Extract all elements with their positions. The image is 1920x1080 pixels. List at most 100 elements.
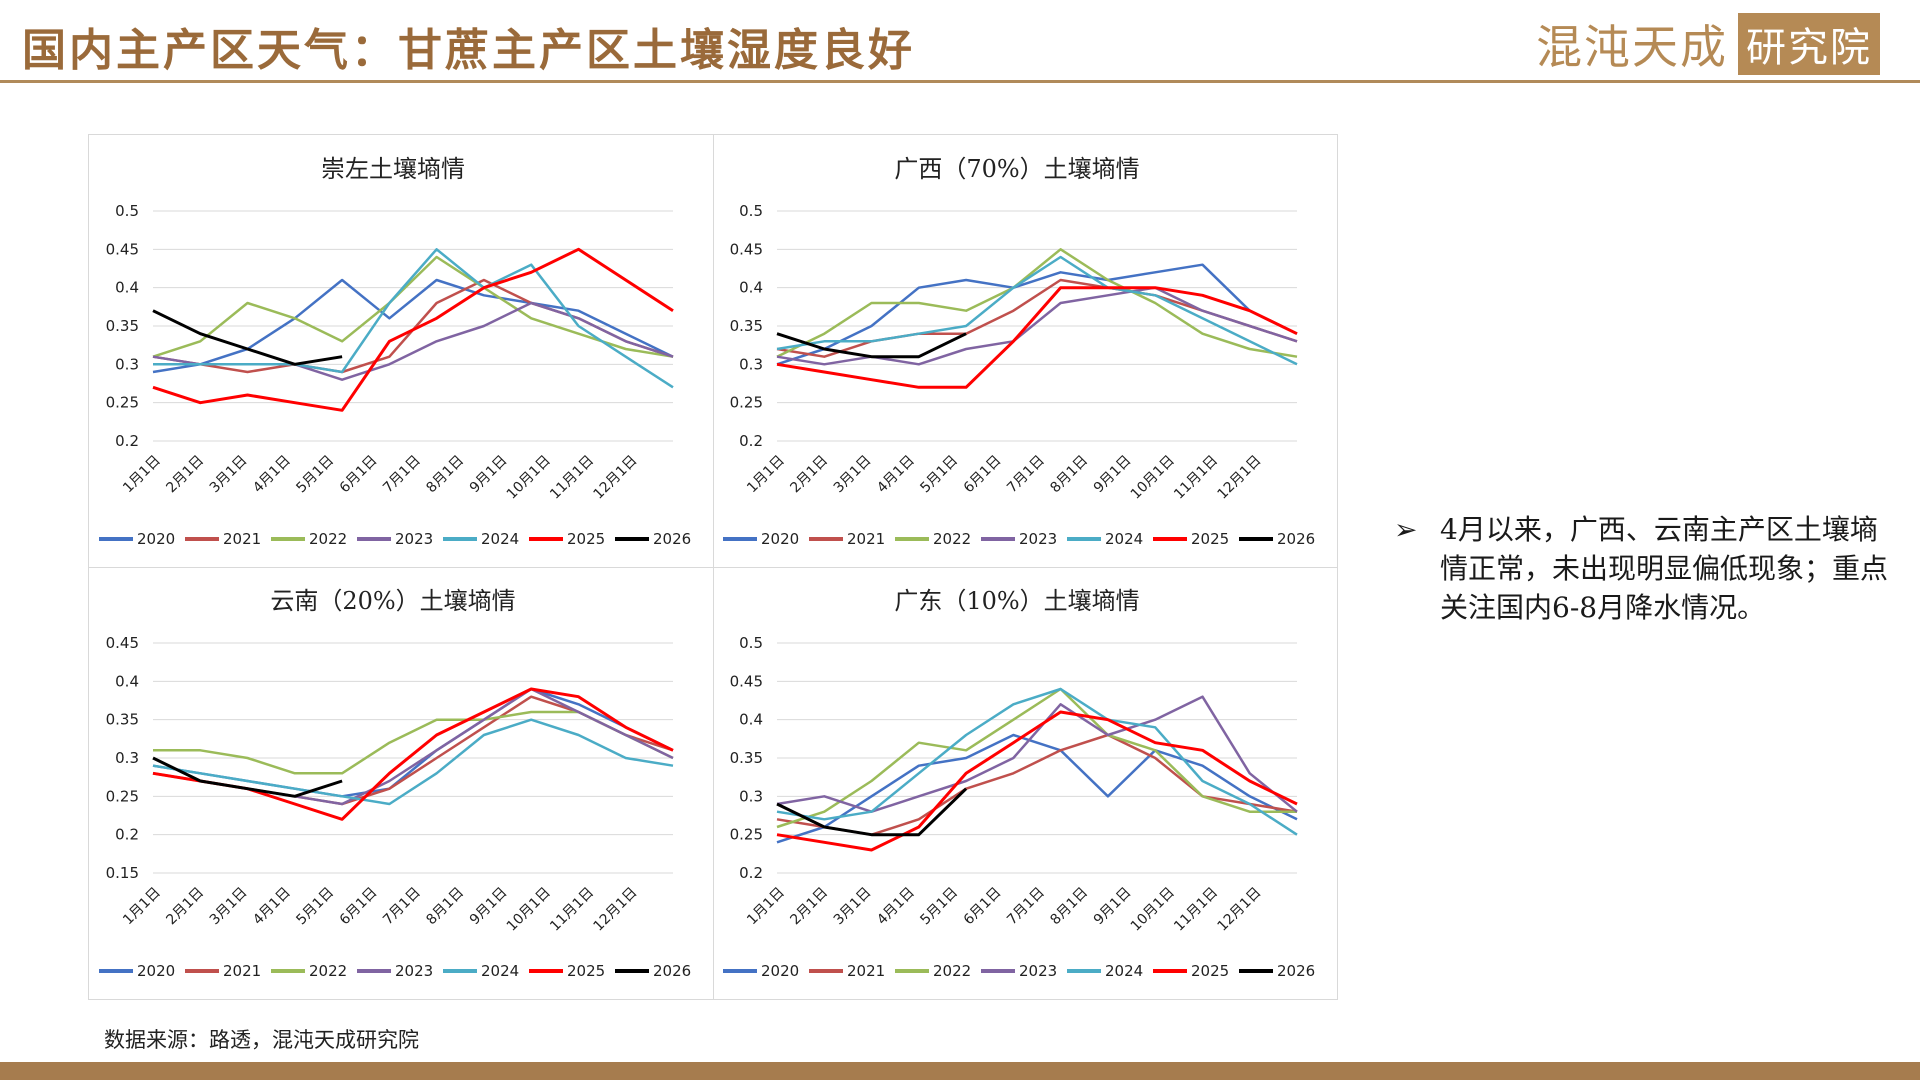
y-tick-label: 0.3 [739,355,763,373]
x-tick-label: 9月1日 [467,885,511,929]
x-tick-label: 1月1日 [744,885,788,929]
series-line-2023 [776,695,1298,813]
x-tick-label: 6月1日 [337,885,381,929]
x-tick-label: 11月1日 [1171,453,1221,503]
x-tick-label: 9月1日 [1091,885,1135,929]
y-tick-label: 0.25 [106,787,139,805]
series-line-2022 [776,248,1298,358]
y-tick-label: 0.45 [730,240,763,258]
x-tick-label: 2月1日 [787,885,831,929]
x-tick-label: 5月1日 [293,453,337,497]
x-tick-label: 12月1日 [1214,885,1264,935]
legend-label-2021: 2021 [847,962,885,980]
y-tick-label: 0.4 [739,711,763,729]
chart-panel-grid: 崇左土壤墒情 0.5 0.45 0.4 0.35 0.3 0.25 0.2 1月1日 2月1日 3月… [88,134,1338,1000]
series-line-2025 [152,247,674,412]
series-line-2024 [776,687,1298,836]
y-tick-label: 0.2 [115,826,139,844]
x-tick-label: 1月1日 [120,453,164,497]
legend-label-2022: 2022 [309,962,347,980]
panel-divider-horizontal [89,567,1337,568]
brand-box: 研究院 [1738,13,1880,75]
x-tick-label: 8月1日 [1047,885,1091,929]
x-tick-label: 12月1日 [1214,453,1264,503]
x-tick-label: 5月1日 [917,453,961,497]
x-tick-label: 4月1日 [874,453,918,497]
series-line-2026 [152,309,343,366]
legend-label-2024: 2024 [481,962,519,980]
data-source: 数据来源：路透，混沌天成研究院 [104,1028,419,1052]
commentary-text: 4月以来，广西、云南主产区土壤墒情正常，未出现明显偏低现象；重点关注国内6-8月… [1440,513,1889,624]
legend-label-2025: 2025 [567,962,605,980]
legend-label-2021: 2021 [223,530,261,548]
x-tick-label: 10月1日 [1128,453,1178,503]
y-tick-label: 0.45 [106,634,139,652]
x-tick-label: 8月1日 [423,885,467,929]
series-line-2023 [776,286,1298,366]
legend-label-2020: 2020 [137,962,175,980]
series-line-2020 [776,733,1298,844]
page-title: 国内主产区天气：甘蔗主产区土壤湿度良好 [22,25,915,76]
legend-label-2021: 2021 [223,962,261,980]
legend-label-2024: 2024 [1105,530,1143,548]
series-line-2021 [776,733,1298,836]
y-tick-label: 0.2 [115,432,139,450]
x-tick-label: 7月1日 [1004,453,1048,497]
series-line-2025 [776,286,1298,389]
x-tick-label: 3月1日 [831,453,875,497]
footer-bar [0,1062,1920,1080]
chart-title: 广西（70%）土壤墒情 [894,155,1139,183]
x-tick-label: 7月1日 [380,453,424,497]
y-tick-label: 0.4 [739,279,763,297]
legend-label-2023: 2023 [395,530,433,548]
series-line-2024 [776,255,1298,366]
x-tick-label: 11月1日 [547,453,597,503]
series-line-2026 [152,756,343,798]
series-line-2024 [153,248,674,389]
series-line-2026 [776,332,967,359]
y-tick-label: 0.25 [106,394,139,412]
brand-text: 混沌天成 [1536,20,1728,74]
x-tick-label: 8月1日 [1047,453,1091,497]
chart-title: 广东（10%）土壤墒情 [894,587,1139,615]
x-tick-label: 8月1日 [423,453,467,497]
y-tick-label: 0.15 [106,864,139,882]
y-tick-label: 0.3 [739,787,763,805]
y-tick-label: 0.2 [739,432,763,450]
legend-label-2020: 2020 [761,962,799,980]
y-tick-label: 0.45 [106,240,139,258]
legend-label-2025: 2025 [567,530,605,548]
legend-label-2024: 2024 [481,530,519,548]
y-tick-label: 0.25 [730,394,763,412]
series-line-2022 [152,255,674,358]
y-tick-label: 0.5 [739,634,763,652]
y-tick-label: 0.2 [739,864,763,882]
y-tick-label: 0.3 [115,749,139,767]
x-tick-label: 5月1日 [917,885,961,929]
y-tick-label: 0.25 [730,826,763,844]
y-tick-label: 0.35 [730,749,763,767]
series-line-2020 [776,263,1298,366]
y-tick-label: 0.5 [115,202,139,220]
legend-label-2026: 2026 [1277,530,1315,548]
x-tick-label: 4月1日 [250,885,294,929]
y-tick-label: 0.35 [106,317,139,335]
legend-label-2022: 2022 [933,962,971,980]
x-tick-label: 12月1日 [590,453,640,503]
legend-label-2025: 2025 [1191,530,1229,548]
x-tick-label: 6月1日 [961,453,1005,497]
x-tick-label: 6月1日 [337,453,381,497]
legend-label-2023: 2023 [1019,962,1057,980]
chart-title: 云南（20%）土壤墒情 [270,587,515,615]
legend-label-2025: 2025 [1191,962,1229,980]
y-tick-label: 0.35 [730,317,763,335]
legend-label-2023: 2023 [1019,530,1057,548]
y-tick-label: 0.4 [115,279,139,297]
x-tick-label: 4月1日 [874,885,918,929]
series-line-2022 [776,687,1297,829]
legend-label-2020: 2020 [137,530,175,548]
x-tick-label: 7月1日 [1004,885,1048,929]
series-line-2026 [776,787,968,837]
